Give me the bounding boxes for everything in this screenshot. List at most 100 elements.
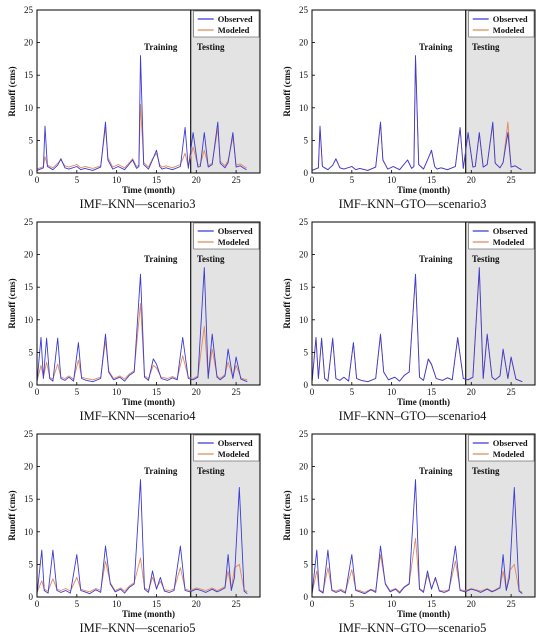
series-line [36, 104, 247, 170]
y-tick-label: 0 [29, 592, 34, 602]
x-tick-label: 10 [387, 175, 397, 185]
chart-panel: 0 5 10 15 20 25 0 5 10 15 20 25 Time (month) Runoff (… [0, 212, 275, 424]
y-tick-label: 0 [29, 168, 34, 178]
y-tick-label: 25 [299, 217, 309, 227]
y-tick-label: 25 [24, 217, 34, 227]
x-tick-label: 10 [387, 387, 397, 397]
y-tick-label: 0 [29, 380, 34, 390]
x-axis-label: Time (month) [397, 609, 450, 619]
x-tick-label: 0 [310, 599, 315, 609]
y-axis-label: Runoff (cms) [7, 278, 17, 328]
legend-box [193, 222, 260, 250]
legend-box [193, 434, 260, 462]
panel-caption: IMF–KNN—scenario4 [79, 409, 196, 423]
y-tick-label: 10 [24, 527, 34, 537]
legend-label: Modeled [218, 25, 250, 35]
legend-label: Modeled [493, 237, 525, 247]
series-line [36, 55, 247, 171]
plot-frame [36, 221, 261, 386]
chart-svg: 0 5 10 15 20 25 0 5 10 15 20 25 Time (month) Runoff (… [282, 429, 536, 619]
x-tick-label: 0 [35, 599, 40, 609]
x-tick-label: 25 [507, 387, 517, 397]
x-tick-label: 15 [152, 175, 162, 185]
testing-label: Testing [472, 254, 500, 264]
y-tick-label: 10 [299, 527, 309, 537]
x-tick-label: 0 [310, 175, 315, 185]
plot-frame [311, 433, 536, 598]
chart-svg: 0 5 10 15 20 25 0 5 10 15 20 25 Time (month) Runoff (… [7, 429, 261, 619]
x-tick-label: 20 [467, 175, 477, 185]
testing-label: Testing [472, 42, 500, 52]
x-tick-label: 15 [427, 387, 437, 397]
y-tick-label: 25 [299, 429, 309, 439]
panel-caption: IMF–KNN–GTO—scenario5 [338, 621, 487, 635]
x-tick-label: 25 [507, 175, 517, 185]
chart-panel: 0 5 10 15 20 25 0 5 10 15 20 25 Time (month) Runoff (… [275, 424, 550, 636]
x-axis-label: Time (month) [397, 397, 450, 407]
y-tick-label: 20 [24, 462, 34, 472]
y-axis-label: Runoff (cms) [7, 66, 17, 116]
y-tick-label: 5 [29, 347, 34, 357]
legend-label: Observed [218, 226, 253, 236]
y-tick-label: 25 [24, 429, 34, 439]
x-tick-label: 0 [35, 175, 40, 185]
x-tick-label: 0 [35, 387, 40, 397]
legend-label: Observed [493, 438, 528, 448]
chart-panel: 0 5 10 15 20 25 0 5 10 15 20 25 Time (month) Runoff (… [0, 424, 275, 636]
legend-label: Observed [493, 226, 528, 236]
x-tick-label: 0 [310, 387, 315, 397]
y-axis-label: Runoff (cms) [7, 490, 17, 540]
legend-label: Modeled [218, 237, 250, 247]
legend-label: Observed [218, 14, 253, 24]
series-line [36, 303, 248, 382]
y-tick-label: 20 [299, 38, 309, 48]
panel-caption: IMF–KNN—scenario3 [79, 197, 196, 211]
y-axis-label: Runoff (cms) [282, 278, 292, 328]
y-tick-label: 25 [24, 5, 34, 15]
x-tick-label: 5 [75, 599, 80, 609]
x-tick-label: 25 [232, 599, 242, 609]
plot-frame [36, 433, 261, 598]
testing-label: Testing [197, 254, 225, 264]
plot-frame [311, 221, 536, 386]
y-tick-label: 0 [304, 168, 309, 178]
y-axis-label: Runoff (cms) [282, 490, 292, 540]
x-tick-label: 20 [192, 175, 202, 185]
legend-box [468, 222, 535, 250]
y-tick-label: 15 [24, 282, 34, 292]
chart-svg: 0 5 10 15 20 25 0 5 10 15 20 25 Time (month) Runoff (… [7, 217, 261, 407]
y-tick-label: 5 [304, 347, 309, 357]
training-label: Training [144, 42, 178, 52]
chart-svg: 0 5 10 15 20 25 0 5 10 15 20 25 Time (month) Runoff (… [282, 217, 536, 407]
legend-label: Modeled [493, 449, 525, 459]
y-tick-label: 20 [24, 38, 34, 48]
y-axis-label: Runoff (cms) [282, 66, 292, 116]
x-tick-label: 20 [192, 599, 202, 609]
y-tick-label: 5 [29, 559, 34, 569]
series-line [311, 55, 522, 171]
chart-svg: 0 5 10 15 20 25 0 5 10 15 20 25 Time (month) Runoff (… [7, 5, 261, 195]
y-tick-label: 20 [24, 250, 34, 260]
x-tick-label: 5 [350, 599, 355, 609]
training-label: Training [419, 466, 453, 476]
series-line [36, 267, 248, 383]
x-tick-label: 5 [75, 175, 80, 185]
x-tick-label: 15 [152, 599, 162, 609]
x-tick-label: 5 [75, 387, 80, 397]
series-line [311, 479, 523, 595]
x-tick-label: 20 [192, 387, 202, 397]
testing-label: Testing [197, 466, 225, 476]
x-axis-label: Time (month) [122, 397, 175, 407]
x-tick-label: 10 [112, 175, 122, 185]
training-label: Training [144, 466, 178, 476]
x-tick-label: 10 [112, 599, 122, 609]
y-tick-label: 0 [304, 592, 309, 602]
x-tick-label: 20 [467, 599, 477, 609]
chart-panel: 0 5 10 15 20 25 0 5 10 15 20 25 Time (month) Runoff (… [275, 212, 550, 424]
y-tick-label: 15 [299, 70, 309, 80]
series-line [36, 479, 248, 595]
legend-label: Modeled [218, 449, 250, 459]
panel-caption: IMF–KNN–GTO—scenario3 [338, 197, 487, 211]
chart-panel: 0 5 10 15 20 25 0 5 10 15 20 25 Time (month) Runoff (… [0, 0, 275, 212]
